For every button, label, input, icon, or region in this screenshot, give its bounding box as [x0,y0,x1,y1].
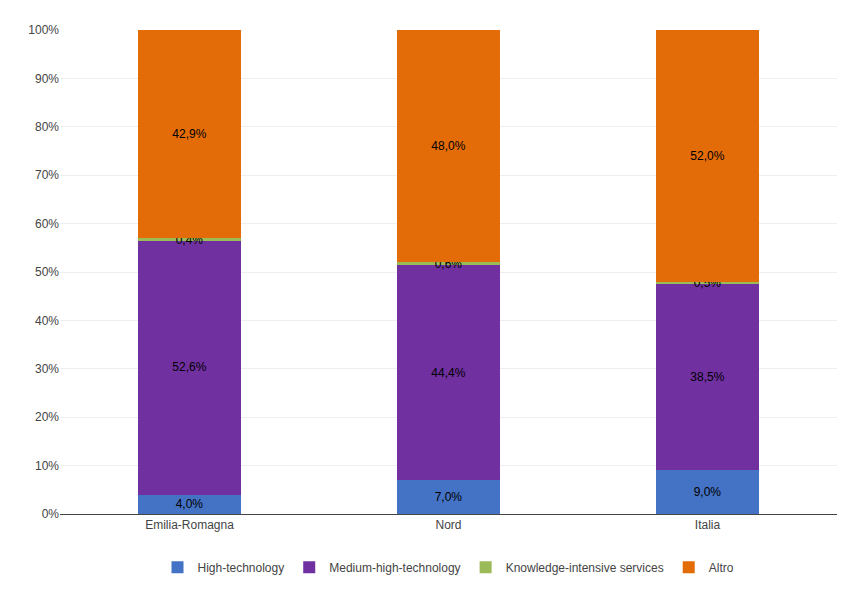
svg-text:9,0%: 9,0% [694,485,722,499]
svg-text:7,0%: 7,0% [435,490,463,504]
svg-text:38,5%: 38,5% [690,370,724,384]
svg-text:0,5%: 0,5% [694,276,722,290]
svg-text:4,0%: 4,0% [176,497,204,511]
svg-text:High-technology: High-technology [198,561,285,575]
svg-text:42,9%: 42,9% [172,127,206,141]
svg-text:40%: 40% [35,314,59,328]
svg-text:Altro: Altro [709,561,734,575]
svg-text:80%: 80% [35,120,59,134]
svg-text:Medium-high-technology: Medium-high-technology [329,561,460,575]
svg-text:Emilia-Romagna: Emilia-Romagna [145,518,234,532]
svg-text:100%: 100% [28,23,59,37]
svg-text:20%: 20% [35,410,59,424]
svg-text:Knowledge-intensive services: Knowledge-intensive services [506,561,664,575]
svg-text:10%: 10% [35,459,59,473]
svg-text:70%: 70% [35,168,59,182]
svg-text:Nord: Nord [435,518,461,532]
svg-text:50%: 50% [35,265,59,279]
svg-text:48,0%: 48,0% [431,139,465,153]
svg-text:30%: 30% [35,362,59,376]
svg-text:52,0%: 52,0% [690,149,724,163]
svg-text:60%: 60% [35,217,59,231]
svg-text:0%: 0% [42,507,60,521]
svg-text:90%: 90% [35,72,59,86]
svg-text:0,6%: 0,6% [435,257,463,271]
svg-text:0,4%: 0,4% [176,233,204,247]
svg-text:44,4%: 44,4% [431,366,465,380]
svg-text:Italia: Italia [695,518,721,532]
svg-text:52,6%: 52,6% [172,360,206,374]
